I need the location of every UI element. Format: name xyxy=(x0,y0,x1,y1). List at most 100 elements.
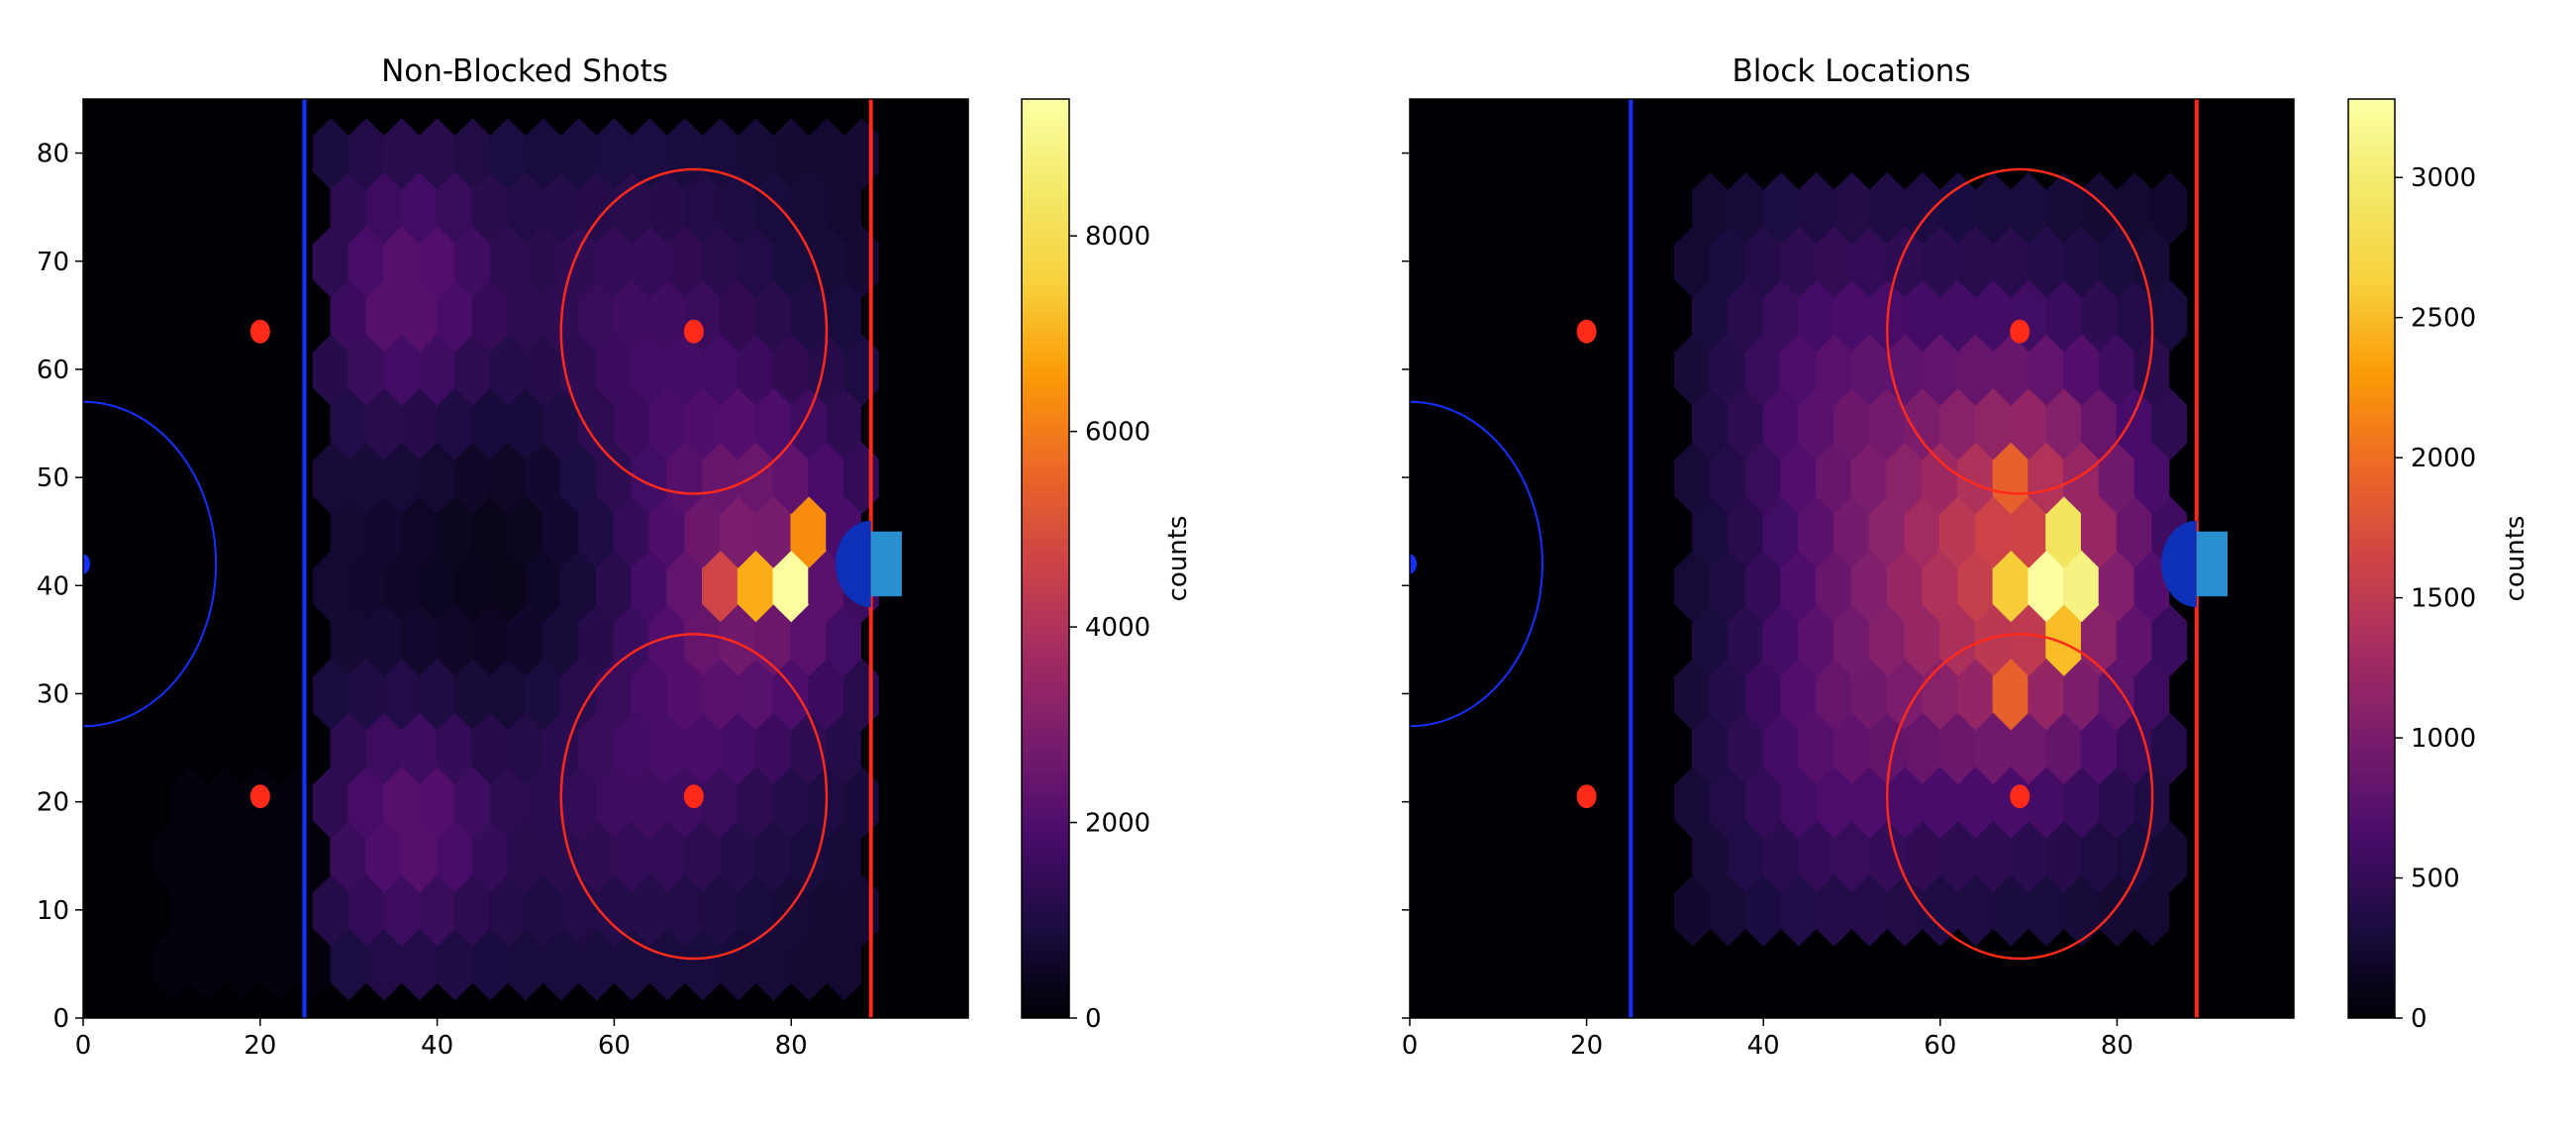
hex-cell xyxy=(2311,225,2347,298)
hex-cell xyxy=(702,8,739,81)
hex-cell xyxy=(2293,495,2329,568)
faceoff-dot xyxy=(250,320,270,344)
hex-cell xyxy=(313,8,349,81)
hex-cell xyxy=(967,62,1004,136)
hex-cell xyxy=(808,8,844,81)
hex-cell xyxy=(985,225,1022,298)
hex-cell xyxy=(967,711,1004,784)
hex-cell xyxy=(985,8,1022,81)
faceoff-dot xyxy=(684,784,704,808)
x-tick-label: 80 xyxy=(775,1031,808,1061)
hex-cell xyxy=(2311,117,2347,190)
hex-cell xyxy=(2205,8,2241,81)
hex-cell xyxy=(967,387,1004,460)
hex-cell xyxy=(967,278,1004,352)
goal-net xyxy=(871,532,902,597)
y-tick-label: 40 xyxy=(37,571,69,601)
faceoff-dot xyxy=(2010,784,2030,808)
y-tick-label: 10 xyxy=(37,896,69,926)
hex-cell xyxy=(915,8,951,81)
hex-cell xyxy=(985,981,1022,1055)
colorbar-tick-label: 500 xyxy=(2411,865,2460,894)
colorbar-tick-label: 0 xyxy=(2411,1004,2427,1034)
hex-cell xyxy=(985,549,1022,622)
hex-cell xyxy=(2293,819,2329,892)
hex-cell xyxy=(985,766,1022,839)
hex-cell xyxy=(2293,278,2329,352)
colorbar: 02000400060008000counts xyxy=(1022,99,1193,1034)
colorbar-gradient xyxy=(1022,99,1069,1018)
faceoff-dot xyxy=(250,784,270,808)
y-tick-label: 20 xyxy=(37,788,69,818)
hex-cell xyxy=(967,603,1004,676)
hex-cell xyxy=(1533,8,1569,81)
hex-cell xyxy=(242,8,278,81)
hex-cell xyxy=(1568,8,1605,81)
hex-cell xyxy=(738,8,774,81)
hex-cell xyxy=(2293,711,2329,784)
hex-cell xyxy=(2311,766,2347,839)
plot-area xyxy=(1277,8,2347,1055)
colorbar-tick-label: 2000 xyxy=(1085,809,1150,839)
hex-cell xyxy=(1674,8,1711,81)
x-tick-label: 0 xyxy=(75,1031,92,1061)
colorbar-tick-label: 4000 xyxy=(1085,613,1150,643)
hex-cell xyxy=(967,927,1004,1000)
hex-cell xyxy=(2028,8,2064,81)
hex-cell xyxy=(2134,8,2171,81)
hex-cell xyxy=(2275,8,2312,81)
hex-cell xyxy=(2099,8,2135,81)
panel-non-blocked-shots: Non-Blocked Shots 0 20 40 60 800102030405060… xyxy=(0,8,1193,1061)
y-tick-label: 70 xyxy=(37,248,69,277)
colorbar-tick-label: 8000 xyxy=(1085,222,1150,252)
hex-cell xyxy=(2311,873,2347,947)
hex-cell xyxy=(1638,8,1675,81)
hex-cell xyxy=(1462,8,1499,81)
hex-cell xyxy=(666,8,703,81)
hex-cell xyxy=(2293,927,2329,1000)
hex-cell xyxy=(949,8,986,81)
hex-cell xyxy=(967,170,1004,244)
x-tick-label: 0 xyxy=(1402,1031,1419,1061)
x-tick-label: 60 xyxy=(598,1031,631,1061)
hex-cell xyxy=(2240,8,2277,81)
colorbar-tick-label: 2500 xyxy=(2411,304,2476,334)
goal-net xyxy=(2197,532,2228,597)
hex-cell xyxy=(347,8,384,81)
hex-cell xyxy=(277,8,314,81)
hex-cell xyxy=(136,8,172,81)
hex-cell xyxy=(64,8,101,81)
hex-cell xyxy=(967,495,1004,568)
hex-cell xyxy=(1604,8,1640,81)
colorbar-label: counts xyxy=(2501,516,2530,602)
colorbar-tick-label: 0 xyxy=(1085,1004,1102,1034)
hex-cell xyxy=(2293,62,2329,136)
y-tick-label: 60 xyxy=(37,356,69,385)
y-tick-label: 30 xyxy=(37,679,69,709)
x-tick-label: 60 xyxy=(1924,1031,1956,1061)
hex-cell xyxy=(985,658,1022,731)
faceoff-dot xyxy=(1577,784,1597,808)
hex-cell xyxy=(2169,8,2206,81)
y-tick-label: 0 xyxy=(52,1004,69,1034)
hex-cell xyxy=(2293,170,2329,244)
x-tick-label: 40 xyxy=(1747,1031,1780,1061)
hex-cell xyxy=(843,8,880,81)
hex-cell xyxy=(1427,8,1463,81)
y-tick-label: 50 xyxy=(37,463,69,493)
y-tick-label: 80 xyxy=(37,140,69,169)
hex-cell xyxy=(2293,387,2329,460)
colorbar-tick-label: 3000 xyxy=(2411,163,2476,193)
hex-cell xyxy=(100,8,137,81)
hex-cell xyxy=(171,8,208,81)
hex-cell xyxy=(1993,8,2030,81)
hexbin-cells xyxy=(64,8,1022,1055)
colorbar: 050010001500200025003000counts xyxy=(2348,99,2530,1034)
colorbar-gradient xyxy=(2348,99,2395,1018)
hex-cell xyxy=(985,441,1022,514)
hex-cell xyxy=(2311,981,2347,1055)
x-tick-label: 80 xyxy=(2101,1031,2133,1061)
plot-area xyxy=(0,8,1022,1055)
faceoff-dot xyxy=(2010,320,2030,344)
